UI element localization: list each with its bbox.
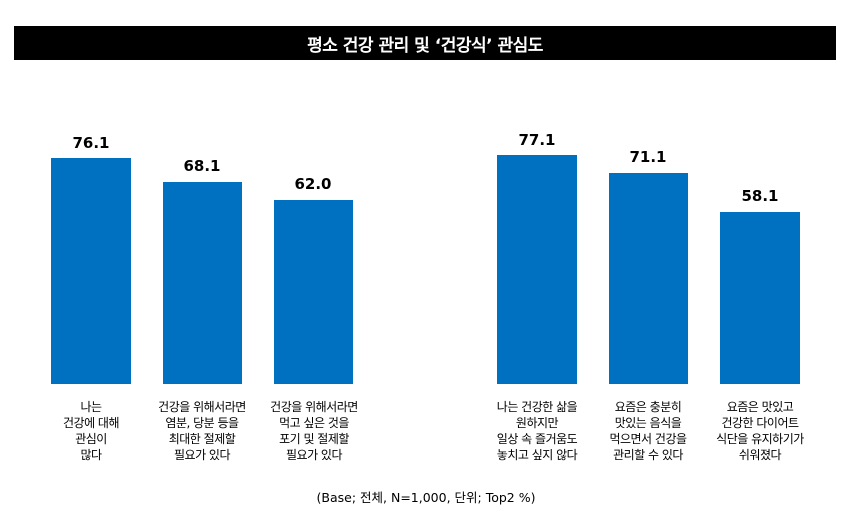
chart-title: 평소 건강 관리 및 ‘건강식’ 관심도 xyxy=(14,26,836,60)
bar xyxy=(720,212,800,384)
category-label: 건강을 위해서라면 염분, 당분 등을 최대한 절제할 필요가 있다 xyxy=(158,400,246,462)
bar xyxy=(51,158,131,384)
value-label: 68.1 xyxy=(183,157,221,175)
value-label: 71.1 xyxy=(629,148,667,166)
category-label: 요즘은 충분히 맛있는 음식을 먹으면서 건강을 관리할 수 있다 xyxy=(609,400,687,462)
value-label: 58.1 xyxy=(741,187,779,205)
bar xyxy=(609,173,688,384)
value-label: 77.1 xyxy=(518,131,556,149)
bar xyxy=(274,200,353,384)
value-label: 76.1 xyxy=(72,134,110,152)
category-label: 나는 건강한 삶을 원하지만 일상 속 즐거움도 놓치고 싶지 않다 xyxy=(496,400,578,462)
value-label: 62.0 xyxy=(294,175,332,193)
bar xyxy=(497,155,577,384)
category-label: 나는 건강에 대해 관심이 많다 xyxy=(62,400,120,462)
base-note: (Base; 전체, N=1,000, 단위; Top2 %) xyxy=(316,490,536,505)
category-label: 건강을 위해서라면 먹고 싶은 것을 포기 및 절제할 필요가 있다 xyxy=(270,400,358,462)
bar xyxy=(163,182,242,384)
category-label: 요즘은 맛있고 건강한 다이어트 식단을 유지하기가 쉬워졌다 xyxy=(716,400,804,462)
